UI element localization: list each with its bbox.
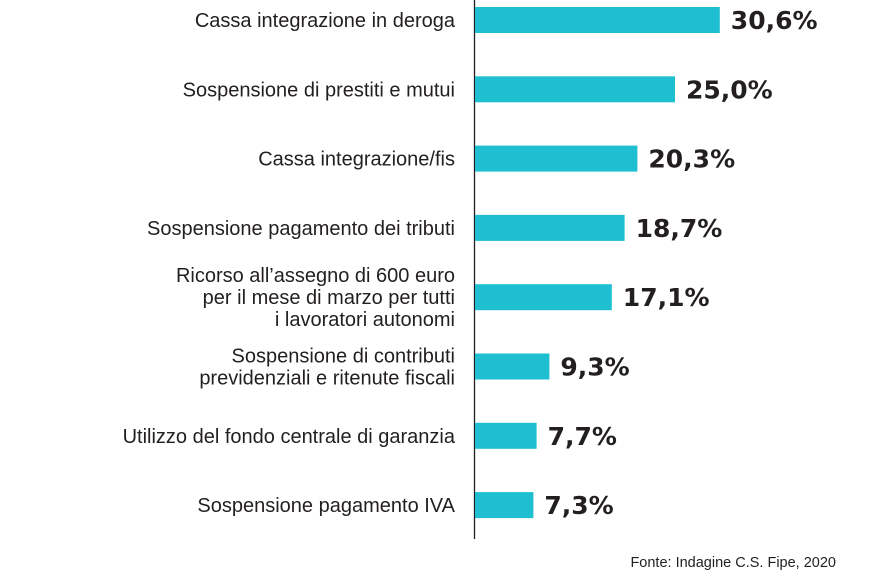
category-label: i lavoratori autonomi	[275, 309, 455, 331]
bar	[475, 76, 675, 103]
bar	[475, 214, 625, 241]
category-label: Cassa integrazione/fis	[258, 149, 455, 171]
bar	[475, 422, 537, 449]
category-label: previdenziali e ritenute fiscali	[199, 368, 455, 390]
category-label: Cassa integrazione in deroga	[195, 10, 456, 32]
data-label: 7,7%	[548, 422, 617, 451]
data-label: 7,3%	[544, 491, 613, 520]
bar	[475, 7, 720, 33]
category-label: Sospensione di prestiti e mutui	[183, 79, 455, 101]
category-label: Utilizzo del fondo centrale di garanzia	[123, 426, 456, 448]
bar	[475, 145, 638, 172]
category-label: per il mese di marzo per tutti	[203, 287, 455, 309]
source-note: Fonte: Indagine C.S. Fipe, 2020	[630, 555, 836, 571]
category-label: Ricorso all’assegno di 600 euro	[176, 265, 455, 287]
data-label: 9,3%	[560, 353, 629, 382]
data-label: 30,6%	[731, 6, 818, 35]
data-label: 20,3%	[648, 145, 735, 174]
bar	[475, 492, 534, 519]
category-label: Sospensione pagamento dei tributi	[147, 218, 455, 240]
data-label: 17,1%	[623, 283, 710, 312]
bar	[475, 284, 612, 311]
bar	[475, 353, 550, 380]
category-label: Sospensione pagamento IVA	[197, 495, 455, 517]
data-label: 25,0%	[686, 75, 773, 104]
category-label: Sospensione di contributi	[232, 346, 455, 368]
data-label: 18,7%	[636, 214, 723, 243]
